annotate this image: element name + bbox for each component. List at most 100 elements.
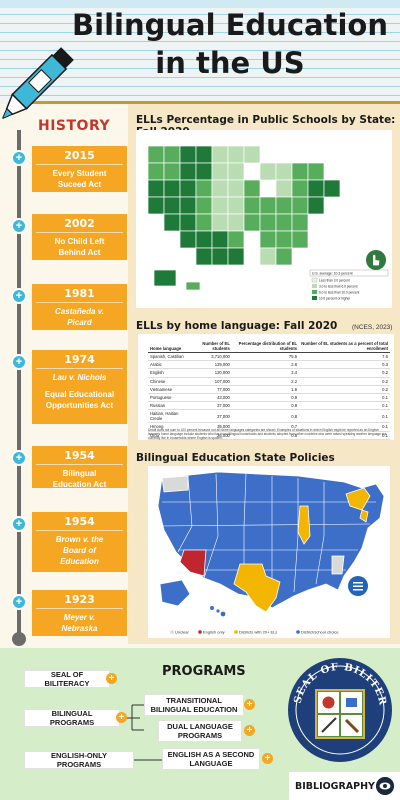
state-tile (195, 145, 213, 164)
state-tile (323, 179, 341, 198)
timeline-expand-icon[interactable]: + (11, 354, 27, 370)
map2-menu-button[interactable] (348, 576, 368, 596)
timeline-expand-icon[interactable]: + (11, 218, 27, 234)
timeline-expand-icon[interactable]: + (11, 594, 27, 610)
state-tile (227, 247, 245, 266)
state-tile (185, 281, 201, 291)
timeline-expand-icon[interactable]: + (11, 450, 27, 466)
state-tile (259, 162, 277, 181)
state-tile (211, 247, 229, 266)
marker-icon (1, 47, 74, 120)
state-tile (227, 179, 245, 198)
table-cell: 0.8 (231, 401, 300, 411)
english-only-programs-button[interactable]: ENGLISH-ONLY PROGRAMS (24, 751, 134, 769)
timeline-event[interactable]: 1954 Bilingual Education Act (32, 446, 127, 489)
event-text: Nebraska (61, 624, 98, 633)
event-text: Castañeda v. (55, 307, 104, 316)
state-tile (195, 162, 213, 181)
state-tile (147, 145, 165, 164)
transitional-bilingual-button[interactable]: TRANSITIONAL BILINGUAL EDUCATION (144, 694, 244, 716)
state-tile (275, 162, 293, 181)
policy-map: Unclear English only Districts with 20+ … (157, 471, 385, 634)
bibliography-button[interactable]: BIBLIOGRAPHY (289, 772, 400, 800)
timeline-expand-icon[interactable]: + (11, 516, 27, 532)
legend-districts: Districts with 20+ ELs (239, 629, 277, 634)
header-underline (10, 101, 400, 104)
table-cell: 35,000 (188, 422, 232, 432)
event-year: 2002 (36, 217, 123, 233)
header: Bilingual Education in the US (0, 0, 400, 104)
event-year: 1923 (36, 593, 123, 609)
table-cell: 0.1 (299, 431, 390, 440)
table-cell: 107,000 (188, 377, 232, 386)
table-cell: Urdu (148, 431, 189, 440)
state-tile (307, 179, 325, 198)
citation: (NCES, 2023) (352, 324, 393, 331)
state-tile (275, 179, 293, 198)
event-year: 2015 (36, 149, 123, 165)
state-tile (211, 162, 229, 181)
table-cell: 3,710,000 (188, 352, 232, 362)
bibliography-label: BIBLIOGRAPHY (295, 780, 375, 792)
table-cell: 0.1 (299, 393, 390, 403)
legend-level-3: 6.0 to less than 10.0 percent (319, 290, 359, 294)
table-row: Hmong 35,000 0.7 0.1 (148, 422, 390, 432)
state-tile (179, 145, 197, 164)
table-header-cell: Home language (148, 340, 189, 353)
legend-unclear: Unclear (175, 629, 189, 634)
table-row: Haitian, Haitian Creole 37,000 0.8 0.1 (148, 409, 390, 424)
bilingual-expand-icon[interactable]: + (116, 712, 127, 723)
esl-button[interactable]: ENGLISH AS A SECOND LANGUAGE (162, 748, 260, 770)
state-tile (211, 145, 229, 164)
state-tile (259, 230, 277, 249)
map1-pointer-button[interactable] (366, 250, 386, 270)
table-row: Vietnamese 77,000 1.6 0.2 (148, 385, 390, 394)
table-cell: 43,000 (188, 393, 232, 403)
state-tile (195, 213, 213, 232)
dual-language-button[interactable]: DUAL LANGUAGE PROGRAMS (158, 720, 242, 742)
timeline-event[interactable]: 1981 Castañeda v. Picard (32, 284, 127, 330)
table-row: Arabic 129,000 2.6 0.3 (148, 360, 390, 370)
state-tile (227, 196, 245, 215)
seal-expand-icon[interactable]: + (106, 673, 117, 684)
page-title: Bilingual Education in the US (60, 6, 400, 82)
seal-of-biliteracy-button[interactable]: SEAL OF BILITERACY (24, 670, 110, 688)
event-text: Every Student (52, 169, 107, 178)
table-cell: 0.3 (299, 360, 390, 370)
table-cell: Spanish, Castilian (148, 352, 189, 362)
timeline-event[interactable]: 1954 Brown v. the Board of Education (32, 512, 127, 572)
state-tile (275, 230, 293, 249)
state-tile (291, 179, 309, 198)
state-tile (163, 196, 181, 215)
state-tile (211, 230, 229, 249)
table-cell: English (148, 368, 189, 378)
esl-expand-icon[interactable]: + (262, 753, 273, 764)
timeline-event[interactable]: 1923 Meyer v. Nebraska (32, 590, 127, 636)
bilingual-programs-button[interactable]: BILINGUAL PROGRAMS (24, 709, 120, 727)
state-tile (291, 162, 309, 181)
program-connectors (120, 704, 162, 761)
timeline-event[interactable]: 2015 Every Student Suceed Act (32, 146, 127, 192)
timeline-event[interactable]: 2002 No Child Left Behind Act (32, 214, 127, 260)
state-tile (243, 196, 261, 215)
table-cell: 0.1 (299, 401, 390, 411)
transitional-expand-icon[interactable]: + (244, 699, 255, 710)
state-tile (153, 269, 177, 287)
home-language-table: Home language Number of EL students Percen… (148, 340, 390, 440)
table-cell: 1.6 (231, 385, 300, 394)
state-tile (243, 145, 261, 164)
timeline-expand-icon[interactable]: + (11, 150, 27, 166)
table-title: ELLs by home language: Fall 2020 (136, 320, 338, 332)
state-tile (275, 196, 293, 215)
timeline-expand-icon[interactable]: + (11, 288, 27, 304)
timeline-event[interactable]: 1974 Lau v. Nichols Equal Educational Oppor… (32, 350, 127, 424)
table-cell: 77,000 (188, 385, 232, 394)
dual-language-expand-icon[interactable]: + (244, 725, 255, 736)
ell-map-legend: U.S. average: 10.3 percent Less than 3.0… (309, 269, 389, 300)
legend-choice: District/school choice (301, 629, 339, 634)
state-tile (179, 179, 197, 198)
table-cell: 0.2 (299, 385, 390, 394)
state-tile (179, 196, 197, 215)
eye-icon[interactable] (376, 777, 394, 795)
